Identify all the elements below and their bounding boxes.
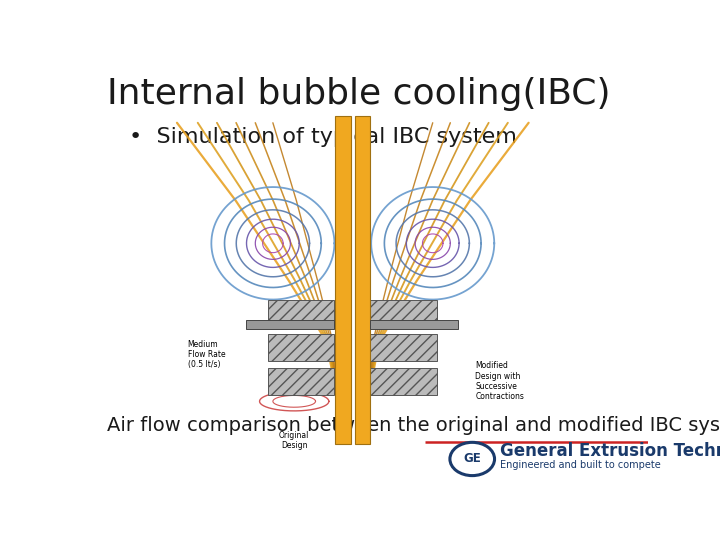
FancyBboxPatch shape — [370, 320, 458, 329]
Text: GE: GE — [464, 453, 481, 465]
FancyBboxPatch shape — [370, 334, 437, 361]
Text: Modified
Design with
Successive
Contractions: Modified Design with Successive Contract… — [475, 361, 524, 401]
FancyBboxPatch shape — [268, 300, 334, 326]
FancyBboxPatch shape — [336, 116, 351, 444]
FancyBboxPatch shape — [268, 334, 334, 361]
FancyBboxPatch shape — [370, 300, 437, 326]
Circle shape — [450, 442, 495, 476]
FancyBboxPatch shape — [268, 368, 334, 395]
Text: General Extrusion Technology: General Extrusion Technology — [500, 442, 720, 460]
FancyBboxPatch shape — [246, 320, 334, 329]
Text: Internal bubble cooling(IBC): Internal bubble cooling(IBC) — [107, 77, 611, 111]
FancyBboxPatch shape — [355, 116, 370, 444]
Text: Medium
Flow Rate
(0.5 lt/s): Medium Flow Rate (0.5 lt/s) — [188, 340, 225, 369]
Point — [420, 438, 429, 445]
Text: •  Simulation of typical IBC system: • Simulation of typical IBC system — [129, 127, 517, 147]
Text: Original
Design: Original Design — [279, 431, 310, 450]
FancyBboxPatch shape — [370, 368, 437, 395]
Text: Engineered and built to compete: Engineered and built to compete — [500, 460, 661, 470]
Text: Air flow comparison between the original and modified IBC system(0.5 lt/s): Air flow comparison between the original… — [107, 416, 720, 435]
Point — [644, 438, 652, 445]
